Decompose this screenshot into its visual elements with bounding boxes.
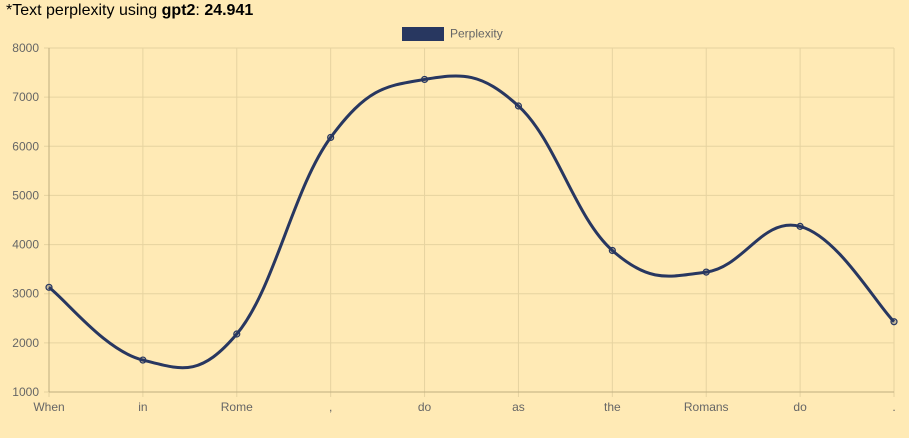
x-tick-label: do [418,400,432,414]
data-point[interactable] [327,133,335,142]
x-tick-label: Romans [684,400,729,414]
legend-swatch [402,27,444,41]
data-point[interactable] [890,318,898,326]
x-tick-label: , [329,400,332,414]
y-tick-label: 3000 [12,287,39,301]
x-tick-label: in [138,400,147,414]
x-tick-label: . [892,400,895,414]
y-tick-label: 4000 [12,238,39,252]
y-tick-label: 7000 [12,90,39,104]
data-point[interactable] [45,283,53,291]
data-point[interactable] [514,102,523,110]
x-tick-label: do [793,400,807,414]
perplexity-summary: *Text perplexity using gpt2: 24.941 [6,2,253,20]
perplexity-score: 24.941 [204,2,254,19]
summary-separator: : [195,2,205,19]
y-tick-label: 2000 [12,336,39,350]
model-name: gpt2 [161,2,196,19]
data-point[interactable] [796,222,804,230]
summary-prefix: *Text perplexity using [6,2,162,19]
y-tick-labels: 1000 2000 3000 4000 5000 6000 7000 8000 [12,41,39,399]
y-tick-label: 6000 [12,139,39,153]
data-point[interactable] [702,268,710,276]
data-point[interactable] [608,246,616,255]
axes [48,48,894,393]
y-tick-label: 5000 [12,188,39,202]
legend[interactable]: Perplexity [402,27,503,42]
perplexity-series-line [48,74,896,370]
gridlines [44,47,895,397]
data-point[interactable] [139,356,147,364]
x-tick-label: When [33,400,64,414]
legend-label: Perplexity [450,27,503,41]
x-tick-labels: When in Rome, do as the Romans do. [33,400,895,414]
x-tick-label: the [604,400,621,414]
x-tick-label: as [512,400,525,414]
data-point[interactable] [420,75,429,84]
x-tick-label: Rome [221,400,253,414]
data-point[interactable] [233,330,241,338]
y-tick-label: 8000 [12,41,39,55]
data-points [45,75,898,364]
y-tick-label: 1000 [12,385,39,399]
